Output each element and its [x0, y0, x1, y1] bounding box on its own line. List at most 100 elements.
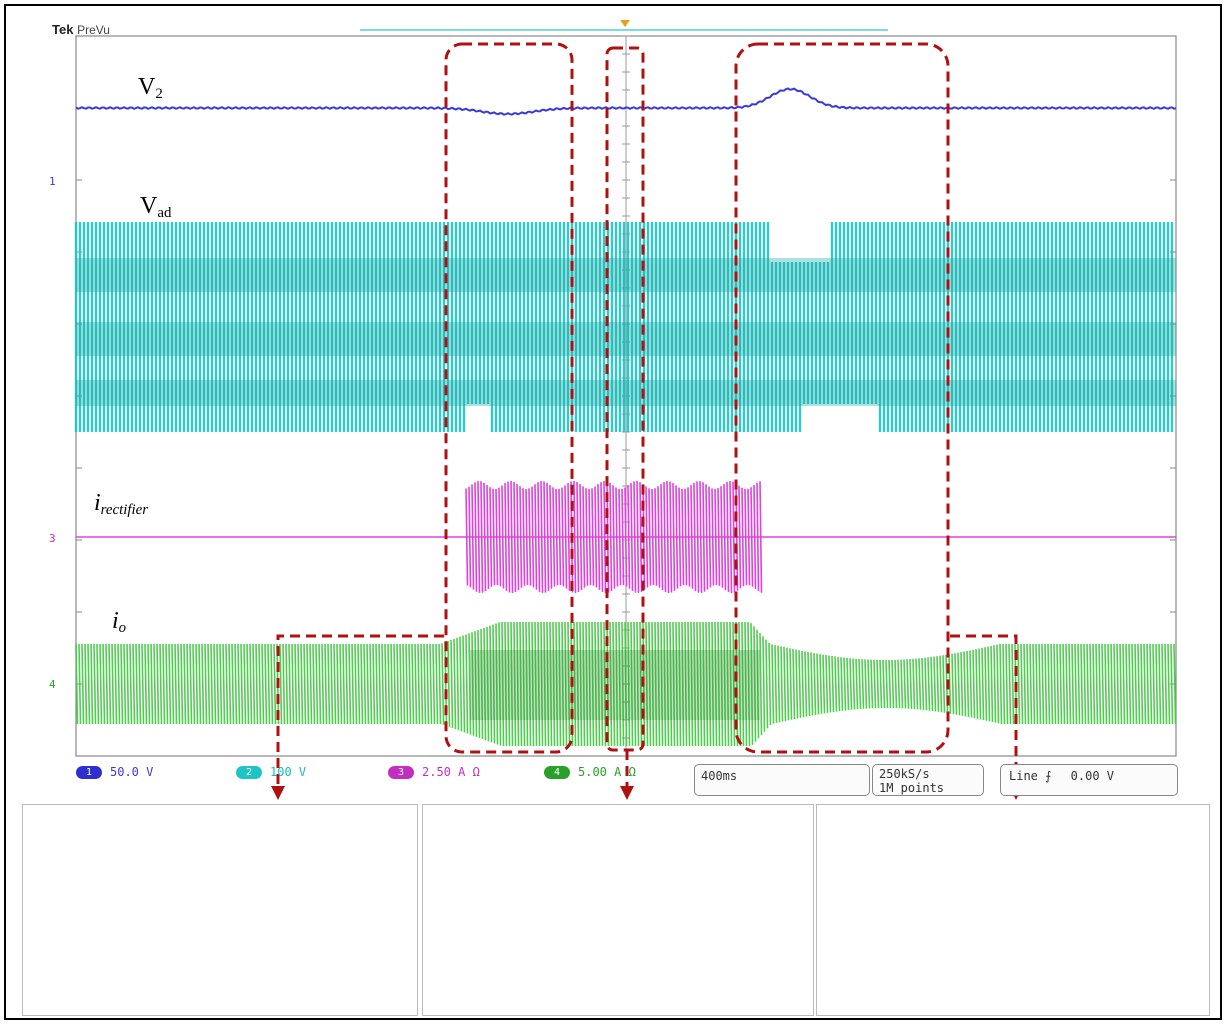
io-cycle: [960, 652, 964, 716]
io-cycle: [1152, 643, 1156, 725]
io-cycle: [351, 643, 355, 725]
io-cycle: [441, 643, 445, 725]
irectifier-cycle: [471, 484, 475, 590]
io-cycle: [513, 621, 517, 747]
irectifier-cycle: [756, 482, 760, 592]
io-cycle: [1056, 643, 1060, 725]
io-cycle: [84, 643, 88, 725]
io-cycle: [369, 643, 373, 725]
io-cycle: [621, 621, 625, 747]
io-cycle: [483, 627, 487, 741]
io-cycle: [1140, 643, 1144, 725]
io-cycle: [696, 621, 700, 747]
irectifier-cycle: [588, 488, 592, 586]
io-cycle: [516, 621, 520, 747]
io-cycle: [1035, 643, 1039, 725]
io-cycle: [600, 621, 604, 747]
io-cycle: [408, 643, 412, 725]
io-cycle: [1143, 643, 1147, 725]
io-cycle: [708, 621, 712, 747]
io-cycle: [657, 621, 661, 747]
irectifier-cycle: [672, 483, 676, 591]
io-cycle: [942, 655, 946, 713]
irectifier-cycle: [714, 488, 718, 586]
io-cycle: [117, 643, 121, 725]
highlight-box-startup: [444, 42, 574, 754]
io-cycle: [339, 643, 343, 725]
io-cycle: [303, 643, 307, 725]
irectifier-cycle: [681, 488, 685, 586]
io-cycle: [1017, 643, 1021, 725]
irectifier-cycle: [699, 481, 703, 593]
io-cycle: [384, 643, 388, 725]
io-cycle: [876, 659, 880, 709]
io-cycle: [762, 636, 766, 732]
irectifier-cycle: [525, 488, 529, 586]
io-cycle: [195, 643, 199, 725]
io-cycle: [225, 643, 229, 725]
irectifier-cycle: [636, 481, 640, 593]
io-cycle: [849, 658, 853, 710]
zoom-inset-right: [816, 804, 1210, 1016]
irectifier-cycle: [669, 481, 673, 593]
io-cycle: [990, 645, 994, 723]
io-cycle: [492, 624, 496, 744]
io-cycle: [765, 639, 769, 729]
io-cycle: [699, 621, 703, 747]
io-cycle: [366, 643, 370, 725]
io-cycle: [1131, 643, 1135, 725]
io-cycle: [255, 643, 259, 725]
io-cycle: [633, 621, 637, 747]
io-cycle: [894, 659, 898, 709]
io-cycle: [234, 643, 238, 725]
irectifier-cycle: [558, 488, 562, 586]
irectifier-cycle: [498, 487, 502, 587]
record-length: 1M points: [879, 781, 945, 795]
ch3-scale-readout: 3 2.50 A Ω: [388, 765, 480, 780]
io-cycle: [456, 637, 460, 731]
io-cycle: [192, 643, 196, 725]
io-cycle: [726, 621, 730, 747]
io-cycle: [525, 621, 529, 747]
io-cycle: [1062, 643, 1066, 725]
io-cycle: [1029, 643, 1033, 725]
irectifier-cycle: [639, 482, 643, 592]
io-cycle: [171, 643, 175, 725]
io-cycle: [963, 651, 967, 717]
io-cycle: [120, 643, 124, 725]
io-cycle: [417, 643, 421, 725]
v2-waveform: [75, 87, 1177, 116]
io-cycle: [399, 643, 403, 725]
irectifier-cycle: [708, 486, 712, 588]
irectifier-cycle: [573, 481, 577, 593]
io-cycle: [153, 643, 157, 725]
io-cycle: [333, 643, 337, 725]
timebase-readout: 400ms: [694, 764, 870, 796]
io-cycle: [207, 643, 211, 725]
irectifier-cycle: [534, 484, 538, 590]
io-cycle: [966, 650, 970, 718]
io-cycle: [729, 621, 733, 747]
io-cycle: [684, 621, 688, 747]
io-cycle: [108, 643, 112, 725]
io-cycle: [720, 621, 724, 747]
io-cycle: [1089, 643, 1093, 725]
io-cycle: [1068, 643, 1072, 725]
io-cycle: [1113, 643, 1117, 725]
io-cycle: [780, 646, 784, 722]
io-cycle: [594, 621, 598, 747]
io-cycle: [783, 647, 787, 721]
io-cycle: [579, 621, 583, 747]
io-cycle: [522, 621, 526, 747]
io-cycle: [888, 659, 892, 709]
io-cycle: [732, 621, 736, 747]
io-cycle: [1041, 643, 1045, 725]
irectifier-cycle: [645, 486, 649, 588]
ch2-scale-readout: 2 100 V: [236, 765, 306, 780]
io-cycle: [900, 659, 904, 709]
irectifier-cycle: [531, 486, 535, 588]
irectifier-cycle: [516, 483, 520, 591]
io-cycle: [438, 643, 442, 725]
irectifier-cycle: [591, 488, 595, 586]
